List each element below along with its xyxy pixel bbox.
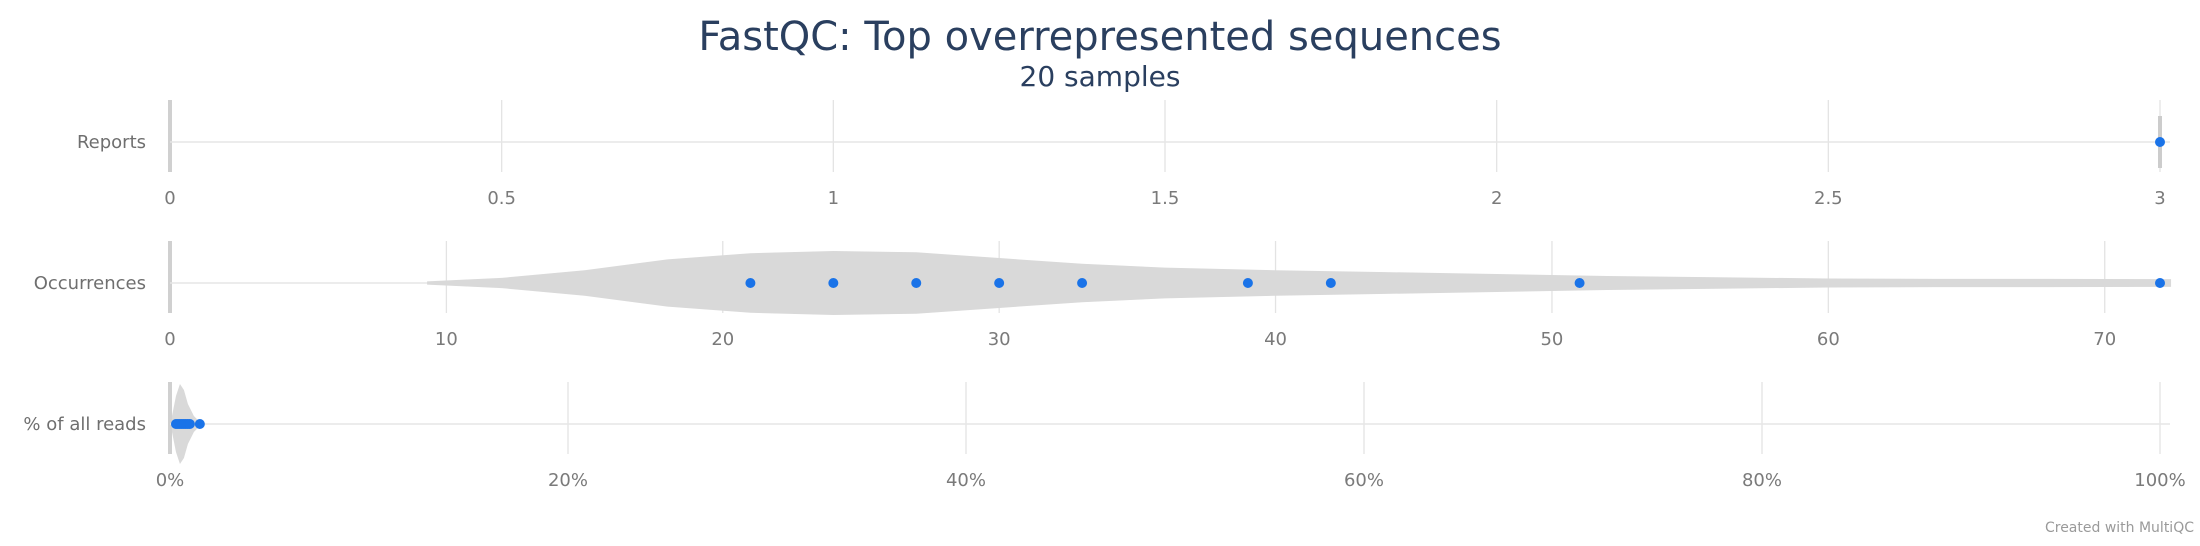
data-point	[1574, 278, 1585, 288]
data-point	[745, 278, 756, 288]
tick-label: 1	[828, 188, 839, 209]
tick-label: 50	[1540, 329, 1563, 350]
credit-text: Created with MultiQC	[2045, 520, 2194, 536]
data-point	[994, 278, 1005, 288]
tick-label: 3	[2154, 188, 2165, 209]
tick-label: 60	[1817, 329, 1840, 350]
data-point	[194, 419, 205, 429]
row-label: Occurrences	[34, 273, 146, 294]
data-point	[184, 419, 195, 429]
tick-label: 40%	[946, 470, 986, 491]
tick-label: 2	[1491, 188, 1502, 209]
data-point	[1325, 278, 1336, 288]
row-label: % of all reads	[23, 414, 146, 435]
row-label: Reports	[77, 132, 146, 153]
data-point	[2155, 278, 2165, 288]
tick-label: 20%	[548, 470, 588, 491]
panel-0: Reports 0 0.5 1 1.5 2 2.5 3	[77, 100, 2170, 209]
violin-panels: Reports 0 0.5 1 1.5 2 2.5 3 Occurrences 0 10 20 30 40…	[23, 100, 2186, 491]
chart-subtitle: 20 samples	[1020, 60, 1181, 93]
chart-title: FastQC: Top overrepresented sequences	[698, 14, 1501, 60]
tick-label: 1.5	[1151, 188, 1180, 209]
tick-label: 30	[988, 329, 1011, 350]
tick-label: 80%	[1742, 470, 1782, 491]
tick-label: 20	[711, 329, 734, 350]
data-point	[2155, 137, 2165, 147]
data-point	[828, 278, 839, 288]
panel-2: % of all reads 0% 20% 40% 60% 80% 100%	[23, 382, 2186, 491]
data-point	[1242, 278, 1253, 288]
tick-label: 0	[164, 188, 175, 209]
tick-label: 60%	[1344, 470, 1384, 491]
tick-label: 100%	[2134, 470, 2185, 491]
tick-label: 2.5	[1814, 188, 1843, 209]
panel-1: Occurrences 0 10 20 30 40 50 60 70	[34, 241, 2172, 350]
tick-label: 10	[435, 329, 458, 350]
data-point	[1077, 278, 1088, 288]
tick-label: 0	[164, 329, 175, 350]
tick-label: 40	[1264, 329, 1287, 350]
tick-label: 70	[2093, 329, 2116, 350]
tick-label: 0.5	[487, 188, 516, 209]
violin-shape	[427, 251, 2172, 315]
data-point	[911, 278, 922, 288]
tick-label: 0%	[156, 470, 185, 491]
